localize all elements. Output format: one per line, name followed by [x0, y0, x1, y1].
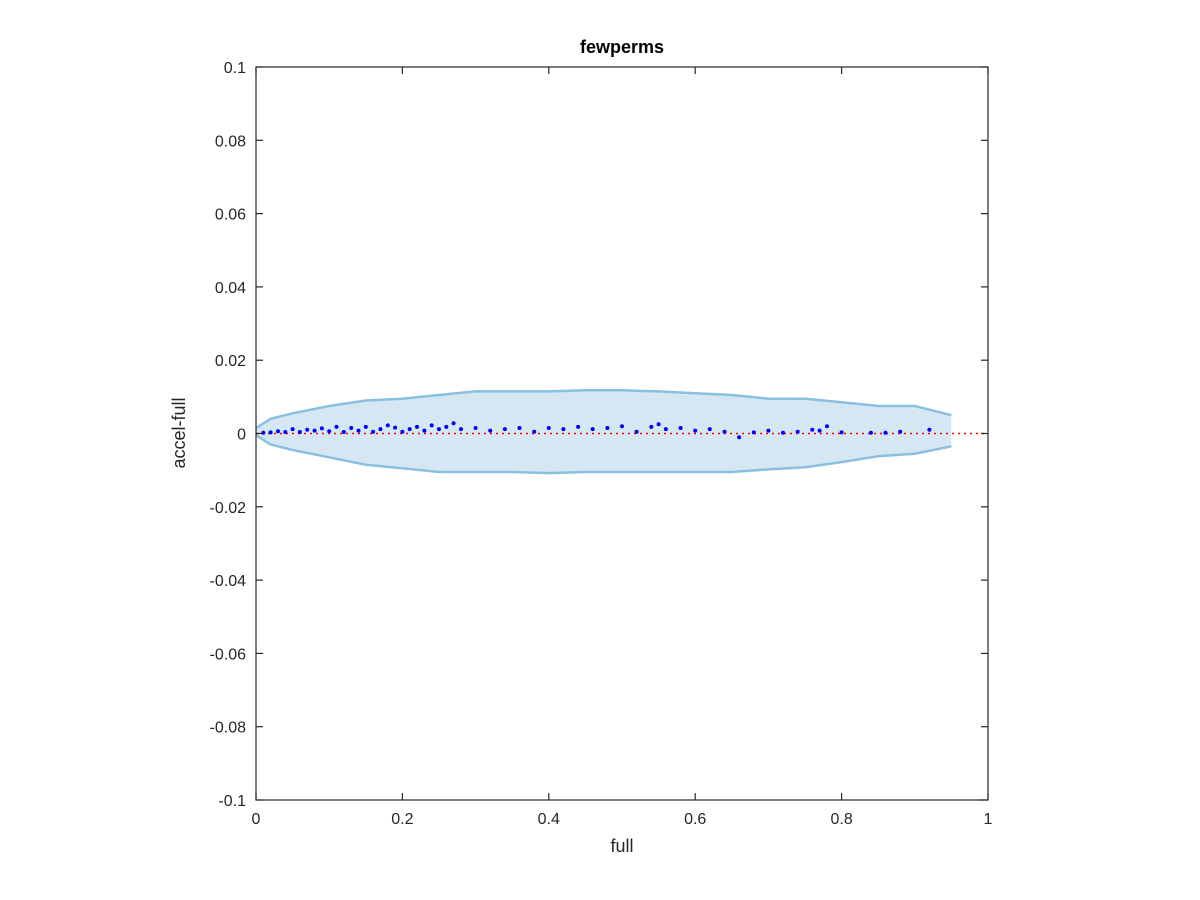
x-tick-label: 0.2: [391, 811, 413, 828]
data-point: [561, 427, 566, 432]
data-point: [605, 426, 610, 430]
chart-title: fewperms: [580, 37, 664, 57]
data-point: [781, 430, 785, 435]
data-point: [693, 428, 698, 433]
data-point: [268, 430, 273, 435]
x-tick-label: 0.4: [538, 811, 560, 828]
y-tick-label: 0: [237, 427, 246, 444]
data-point: [444, 424, 449, 429]
data-point: [385, 423, 390, 428]
data-point: [817, 428, 822, 433]
x-tick-label: 0: [252, 811, 261, 828]
data-point: [290, 427, 295, 432]
y-tick-label: 0.06: [215, 207, 246, 224]
data-point: [349, 426, 354, 430]
data-point: [656, 422, 661, 427]
data-point: [415, 424, 419, 429]
x-axis-ticks: 0 0.2 0.4 0.6 0.8 1: [252, 67, 993, 828]
band-upper-edge: [255, 389, 952, 430]
data-point: [473, 426, 478, 430]
x-tick-label: 1: [984, 811, 993, 828]
data-point: [649, 424, 654, 429]
data-point: [451, 421, 456, 426]
y-axis-label: accel-full: [169, 397, 189, 468]
data-point: [634, 429, 639, 434]
data-point: [576, 424, 581, 429]
data-point: [407, 427, 412, 432]
data-point: [517, 426, 522, 430]
data-point: [620, 424, 624, 429]
data-point: [400, 429, 405, 434]
y-axis-ticks: -0.1 -0.08 -0.06 -0.04 -0.02 0 0.02 0.04 0.06 0.0…: [210, 60, 988, 810]
data-point: [305, 427, 310, 432]
data-point: [297, 430, 302, 434]
data-point: [546, 426, 551, 430]
data-point: [327, 429, 332, 434]
data-point: [737, 435, 742, 440]
data-point: [898, 429, 903, 434]
data-point: [429, 423, 434, 428]
data-point: [707, 427, 712, 432]
y-tick-label: -0.1: [218, 793, 246, 810]
data-point: [319, 426, 324, 431]
data-point: [312, 428, 317, 433]
data-point: [334, 424, 339, 429]
data-point: [839, 430, 844, 435]
data-point: [663, 427, 668, 432]
data-point: [868, 430, 873, 435]
data-point: [422, 428, 427, 433]
data-point: [459, 427, 463, 432]
x-tick-label: 0.6: [684, 811, 706, 828]
x-axis-label: full: [610, 836, 633, 856]
y-tick-label: -0.06: [210, 646, 247, 663]
data-point: [722, 429, 727, 434]
data-point: [261, 430, 266, 435]
x-tick-label: 0.8: [830, 811, 852, 828]
data-point: [532, 429, 537, 434]
data-point: [883, 430, 888, 435]
data-point: [795, 429, 800, 434]
data-point: [378, 427, 383, 432]
y-tick-label: 0.02: [215, 353, 246, 370]
data-point: [751, 430, 756, 435]
data-point: [825, 424, 829, 429]
data-point: [927, 427, 932, 432]
data-point: [341, 430, 346, 434]
data-point: [488, 428, 493, 433]
y-tick-label: 0.1: [224, 60, 246, 77]
data-point: [283, 430, 288, 434]
data-point: [810, 427, 815, 432]
confidence-band: [255, 389, 952, 475]
data-point: [393, 425, 398, 430]
data-point: [678, 426, 683, 430]
y-tick-label: -0.04: [210, 573, 247, 590]
data-points: [261, 421, 932, 440]
y-tick-label: -0.08: [210, 720, 247, 737]
data-point: [356, 428, 361, 433]
y-tick-label: 0.04: [215, 280, 246, 297]
data-point: [502, 427, 507, 432]
band-lower-edge: [255, 434, 952, 475]
y-tick-label: -0.02: [210, 500, 247, 517]
data-point: [371, 429, 376, 434]
data-point: [363, 424, 368, 429]
data-point: [766, 428, 771, 433]
data-point: [437, 427, 441, 432]
band-fill: [256, 390, 952, 474]
data-point: [276, 429, 280, 434]
y-tick-label: 0.08: [215, 133, 246, 150]
data-point: [590, 427, 595, 432]
